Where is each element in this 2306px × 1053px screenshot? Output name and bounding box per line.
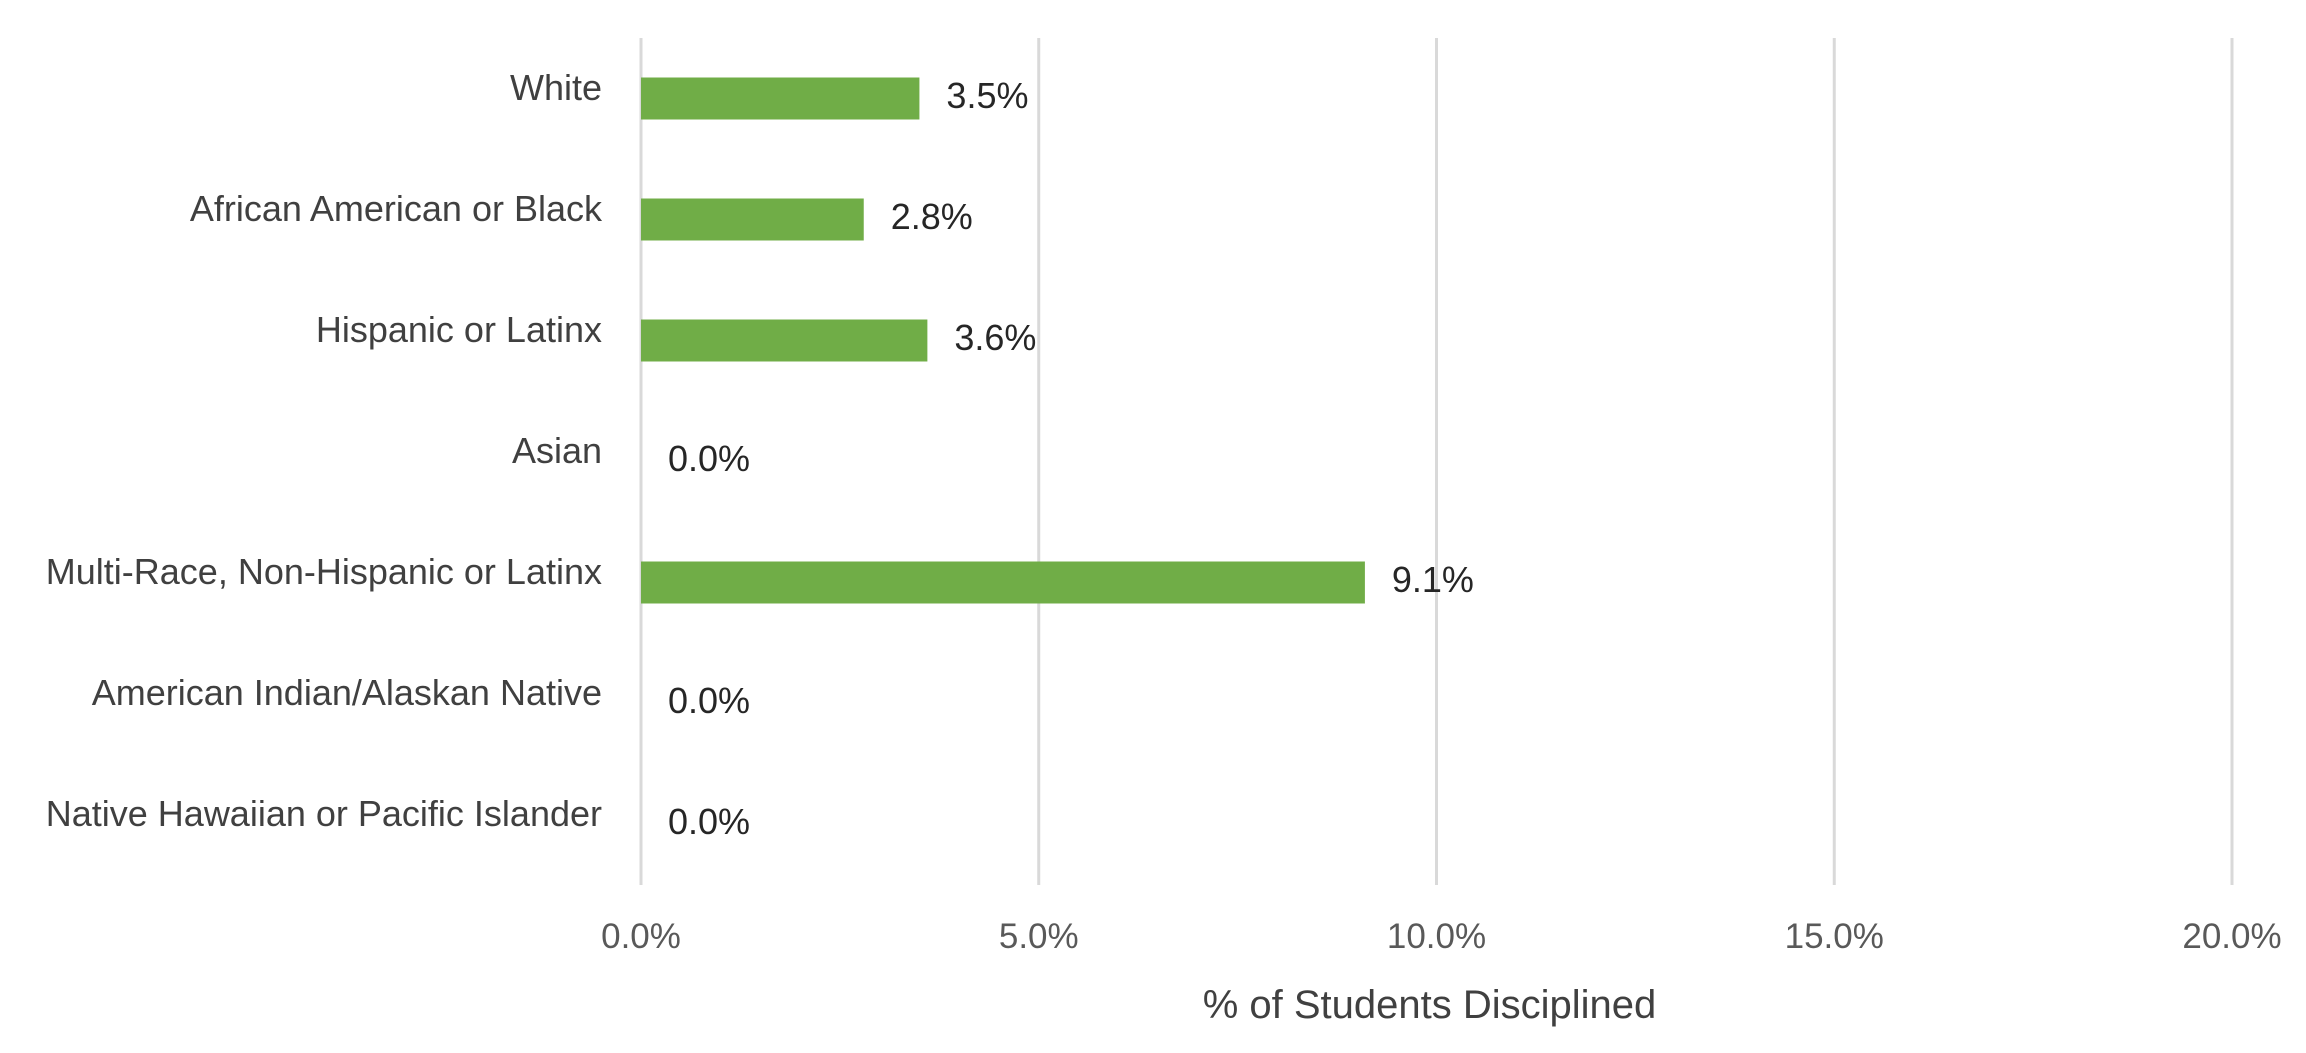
- category-label: Asian: [512, 430, 602, 471]
- data-label: 2.8%: [891, 196, 973, 237]
- data-label: 3.6%: [954, 317, 1036, 358]
- data-label: 3.5%: [946, 75, 1028, 116]
- x-tick-label: 0.0%: [601, 917, 681, 956]
- data-label: 0.0%: [668, 680, 750, 721]
- x-tick-label: 20.0%: [2182, 917, 2281, 956]
- x-axis-title: % of Students Disciplined: [1203, 983, 1657, 1027]
- bar: [641, 77, 920, 120]
- data-label: 9.1%: [1392, 559, 1474, 600]
- bar: [641, 198, 864, 241]
- data-labels: 3.5% 2.8% 3.6% 0.0% 9.1% 0.0% 0.0%: [668, 75, 1474, 842]
- category-label: American Indian/Alaskan Native: [92, 672, 602, 713]
- bar: [641, 319, 928, 362]
- category-label: White: [510, 67, 602, 108]
- bars: [641, 77, 1365, 604]
- x-axis-tick-labels: 0.0% 5.0% 10.0% 15.0% 20.0%: [601, 917, 2282, 956]
- data-label: 0.0%: [668, 438, 750, 479]
- x-tick-label: 10.0%: [1387, 917, 1486, 956]
- category-label: Native Hawaiian or Pacific Islander: [46, 793, 602, 834]
- category-label: Hispanic or Latinx: [316, 309, 602, 350]
- gridlines: [639, 38, 2234, 885]
- category-label: African American or Black: [190, 188, 603, 229]
- category-label: Multi-Race, Non-Hispanic or Latinx: [46, 551, 602, 592]
- data-label: 0.0%: [668, 801, 750, 842]
- x-tick-label: 5.0%: [999, 917, 1079, 956]
- category-labels: White African American or Black Hispanic o…: [46, 67, 603, 834]
- x-tick-label: 15.0%: [1785, 917, 1884, 956]
- bar: [641, 561, 1365, 604]
